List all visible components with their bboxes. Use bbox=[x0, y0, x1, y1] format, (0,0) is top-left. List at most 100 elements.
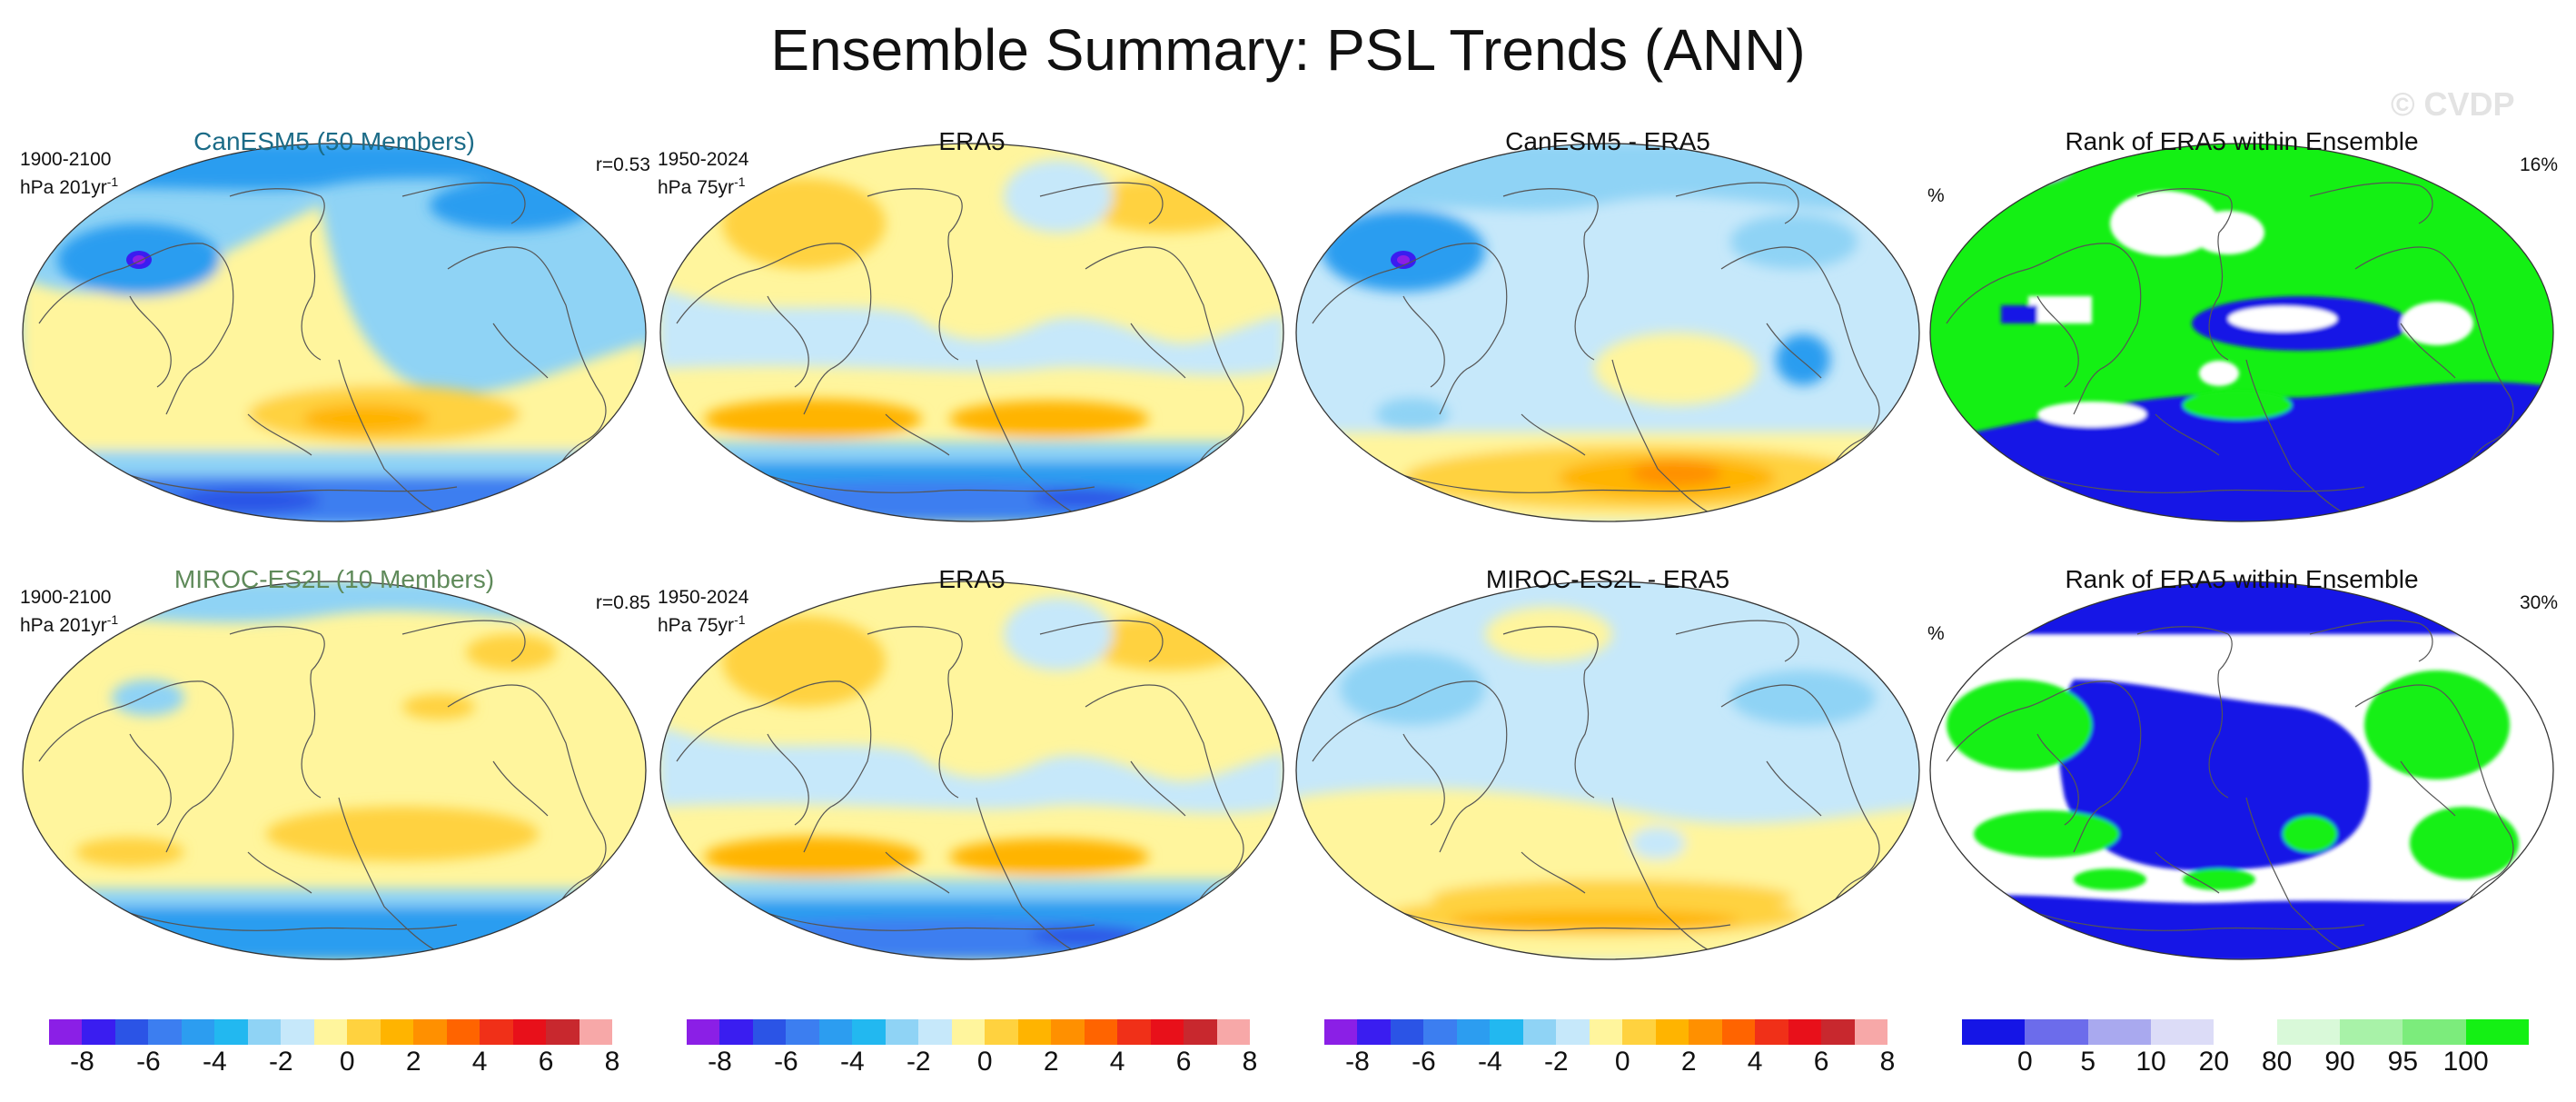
panel-diff-row1: CanESM5 - ERA5 bbox=[1290, 127, 1926, 522]
panel-title: MIROC-ES2L - ERA5 bbox=[1485, 565, 1730, 593]
colorbar-segment bbox=[1490, 1019, 1524, 1045]
map-canesm5 bbox=[22, 143, 647, 522]
colorbar-segment bbox=[1622, 1019, 1657, 1045]
panel-obs-row1: ERA5 1950-2024 hPa 75yr-1 bbox=[654, 127, 1290, 522]
colorbar-segment bbox=[2340, 1019, 2403, 1045]
colorbar-tick-label: 6 bbox=[1175, 1047, 1192, 1077]
panel-title: Rank of ERA5 within Ensemble bbox=[2065, 565, 2419, 593]
map-rank-row1 bbox=[1929, 143, 2554, 522]
colorbar-segment bbox=[446, 1019, 481, 1045]
panel-title: ERA5 bbox=[938, 127, 1006, 155]
colorbar-segment bbox=[480, 1019, 514, 1045]
units-label: % bbox=[1927, 185, 1945, 206]
colorbar-segment bbox=[1589, 1019, 1623, 1045]
colorbar-segment bbox=[1390, 1019, 1424, 1045]
period-units: 1950-2024 hPa 75yr-1 bbox=[658, 587, 749, 636]
panel-title: Rank of ERA5 within Ensemble bbox=[2065, 127, 2419, 155]
period-units: 1900-2100 hPa 201yr-1 bbox=[20, 149, 119, 198]
pattern-correlation: r=0.53 bbox=[595, 154, 650, 175]
colorbar-tick-label: 4 bbox=[1747, 1047, 1763, 1077]
colorbar-tick-label: 2 bbox=[405, 1047, 421, 1077]
colorbar-tick-label: 0 bbox=[339, 1047, 355, 1077]
colorbar-segment bbox=[1721, 1019, 1756, 1045]
colorbar-segment bbox=[2465, 1019, 2530, 1045]
colorbar-tick-label: 20 bbox=[2198, 1047, 2230, 1077]
colorbar-tick-label: -6 bbox=[136, 1047, 161, 1077]
colorbar-segment bbox=[579, 1019, 613, 1045]
map-era5-row2 bbox=[659, 581, 1284, 960]
colorbar-tick-label: 10 bbox=[2135, 1047, 2166, 1077]
colorbar-tick-label: -8 bbox=[708, 1047, 732, 1077]
colorbar-segment bbox=[247, 1019, 282, 1045]
colorbar-tick-label: 100 bbox=[2442, 1047, 2489, 1077]
panel-title: ERA5 bbox=[938, 565, 1006, 593]
colorbar-segment bbox=[2025, 1019, 2089, 1045]
colorbar-segment bbox=[1456, 1019, 1491, 1045]
colorbar-tick-label: 5 bbox=[2080, 1047, 2095, 1077]
colorbar-segment bbox=[752, 1019, 787, 1045]
rank-percentage: 16% bbox=[2519, 154, 2558, 175]
colorbar-segment bbox=[2087, 1019, 2152, 1045]
colorbar-tick-label: -4 bbox=[203, 1047, 227, 1077]
colorbar-segment bbox=[786, 1019, 820, 1045]
watermark: © CVDP bbox=[2391, 85, 2515, 123]
colorbar-tick-label: -6 bbox=[774, 1047, 798, 1077]
map-diff-miroc bbox=[1295, 581, 1920, 960]
colorbar-segment bbox=[1788, 1019, 1822, 1045]
colorbar-segment bbox=[2214, 1019, 2278, 1045]
colorbar-labels-3: -8 -6 -4 -2 0 2 4 6 8 bbox=[1324, 1047, 1895, 1083]
colorbar-tick-label: 80 bbox=[2261, 1047, 2293, 1077]
map-rank-row2 bbox=[1929, 581, 2554, 960]
colorbar-tick-label: 0 bbox=[2016, 1047, 2033, 1077]
colorbar-trend-1 bbox=[49, 1019, 613, 1045]
colorbar-segment bbox=[1821, 1019, 1856, 1045]
colorbar-tick-label: -2 bbox=[268, 1047, 293, 1077]
colorbar-tick-label: -4 bbox=[840, 1047, 865, 1077]
colorbar-segment bbox=[1084, 1019, 1118, 1045]
panel-model-row1: CanESM5 (50 Members) 1900-2100 hPa 201yr… bbox=[16, 127, 652, 522]
panel-rank-row1: Rank of ERA5 within Ensemble % 16% bbox=[1924, 127, 2560, 522]
colorbar-tick-label: -8 bbox=[70, 1047, 94, 1077]
colorbar-tick-label: -6 bbox=[1412, 1047, 1436, 1077]
panel-title: CanESM5 - ERA5 bbox=[1505, 127, 1710, 155]
colorbar-segment bbox=[1854, 1019, 1888, 1045]
colorbar-segment bbox=[214, 1019, 249, 1045]
figure-title: Ensemble Summary: PSL Trends (ANN) bbox=[770, 17, 1806, 83]
colorbar-segment bbox=[1755, 1019, 1789, 1045]
colorbar-segment bbox=[49, 1019, 83, 1045]
colorbar-trend-2 bbox=[687, 1019, 1251, 1045]
colorbar-tick-label: 90 bbox=[2324, 1047, 2355, 1077]
map-miroc bbox=[22, 581, 647, 960]
colorbar-segment bbox=[2151, 1019, 2214, 1045]
colorbar-segment bbox=[1655, 1019, 1689, 1045]
panel-model-row2: MIROC-ES2L (10 Members) 1900-2100 hPa 20… bbox=[16, 565, 652, 960]
colorbar-tick-label: 6 bbox=[1813, 1047, 1829, 1077]
colorbar-tick-label: 2 bbox=[1680, 1047, 1697, 1077]
colorbar-segment bbox=[1117, 1019, 1152, 1045]
colorbar-labels-2: -8 -6 -4 -2 0 2 4 6 8 bbox=[687, 1047, 1257, 1083]
colorbar-segment bbox=[2276, 1019, 2341, 1045]
period-units: 1950-2024 hPa 75yr-1 bbox=[658, 149, 749, 198]
colorbar-segment bbox=[1522, 1019, 1557, 1045]
colorbar-tick-label: -4 bbox=[1478, 1047, 1502, 1077]
panel-obs-row2: ERA5 1950-2024 hPa 75yr-1 bbox=[654, 565, 1290, 960]
colorbar-segment bbox=[1184, 1019, 1218, 1045]
colorbar-tick-label: 8 bbox=[604, 1047, 620, 1077]
colorbar-tick-label: 8 bbox=[1242, 1047, 1258, 1077]
colorbar-tick-label: 0 bbox=[1614, 1047, 1630, 1077]
colorbar-segment bbox=[1962, 1019, 2026, 1045]
colorbar-segment bbox=[1423, 1019, 1458, 1045]
colorbar-segment bbox=[985, 1019, 1019, 1045]
colorbar-tick-label: 6 bbox=[538, 1047, 554, 1077]
colorbar-segment bbox=[546, 1019, 580, 1045]
colorbar-segment bbox=[82, 1019, 116, 1045]
colorbar-rank bbox=[1962, 1019, 2530, 1045]
colorbar-segment bbox=[413, 1019, 448, 1045]
colorbar-segment bbox=[1357, 1019, 1392, 1045]
colorbar-segment bbox=[380, 1019, 414, 1045]
colorbar-segment bbox=[1216, 1019, 1251, 1045]
map-era5-row1 bbox=[659, 143, 1284, 522]
colorbar-segment bbox=[181, 1019, 215, 1045]
units-label: % bbox=[1927, 623, 1945, 644]
colorbar-segment bbox=[1051, 1019, 1085, 1045]
